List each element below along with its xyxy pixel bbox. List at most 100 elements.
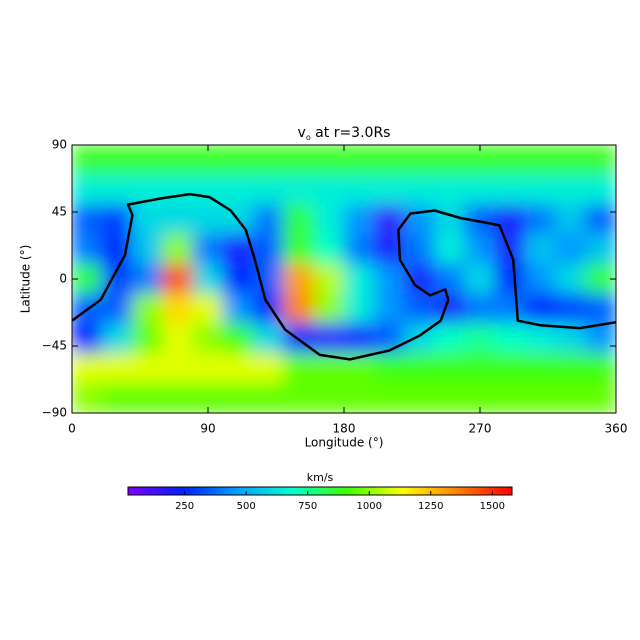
heat-cell bbox=[222, 293, 254, 325]
heat-cell bbox=[101, 352, 133, 384]
heat-cell bbox=[222, 263, 254, 295]
heat-cell bbox=[162, 174, 194, 206]
heat-cell bbox=[555, 382, 587, 413]
heat-cell bbox=[494, 145, 526, 176]
colorbar bbox=[127, 486, 513, 496]
heat-cell bbox=[585, 323, 616, 354]
heat-cell bbox=[524, 382, 557, 413]
heat-cell bbox=[343, 145, 375, 176]
heat-cell bbox=[373, 323, 405, 354]
heat-cell bbox=[585, 293, 616, 325]
heat-cell bbox=[434, 145, 466, 176]
heat-cell bbox=[313, 174, 345, 206]
heat-cell bbox=[373, 174, 405, 206]
y-tick-label: 45 bbox=[52, 205, 67, 219]
heat-cell bbox=[343, 263, 375, 295]
heat-cell bbox=[222, 352, 254, 384]
heat-cell bbox=[222, 174, 254, 206]
cells bbox=[72, 145, 616, 413]
heat-cell bbox=[313, 145, 345, 176]
heat-cell bbox=[162, 204, 194, 235]
heat-cell bbox=[101, 204, 133, 235]
heat-cell bbox=[131, 293, 164, 325]
heat-cell bbox=[283, 174, 315, 206]
heat-cell bbox=[283, 204, 315, 235]
heat-cell bbox=[434, 174, 466, 206]
heat-cell bbox=[252, 382, 285, 413]
heat-cell bbox=[403, 263, 436, 295]
heat-cell bbox=[283, 145, 315, 176]
heat-cell bbox=[464, 174, 496, 206]
colorbar-tick-label: 500 bbox=[237, 501, 256, 512]
heat-cell bbox=[555, 174, 587, 206]
title-main: v bbox=[298, 125, 306, 141]
heat-cell bbox=[131, 233, 164, 265]
heat-cell bbox=[585, 352, 616, 384]
heat-cell bbox=[283, 233, 315, 265]
heat-cell bbox=[252, 352, 285, 384]
heat-cell bbox=[585, 204, 616, 235]
heat-cell bbox=[162, 145, 194, 176]
heat-cell bbox=[555, 293, 587, 325]
heat-cell bbox=[72, 145, 103, 176]
heat-cell bbox=[131, 204, 164, 235]
x-tick-label: 90 bbox=[200, 422, 215, 436]
heat-cell bbox=[131, 323, 164, 354]
colorbar-label: km/s bbox=[307, 471, 334, 484]
heat-cell bbox=[464, 263, 496, 295]
y-tick-label: −90 bbox=[42, 406, 67, 420]
heat-cell bbox=[343, 204, 375, 235]
heat-cell bbox=[524, 293, 557, 325]
heat-cell bbox=[283, 293, 315, 325]
heat-cell bbox=[192, 233, 224, 265]
heatmap bbox=[72, 145, 616, 413]
heat-cell bbox=[403, 233, 436, 265]
heat-cell bbox=[434, 293, 466, 325]
heat-cell bbox=[434, 263, 466, 295]
heat-cell bbox=[252, 174, 285, 206]
heat-cell bbox=[283, 352, 315, 384]
heat-cell bbox=[192, 204, 224, 235]
heat-cell bbox=[403, 352, 436, 384]
x-axis-label: Longitude (°) bbox=[305, 436, 384, 450]
heat-cell bbox=[343, 323, 375, 354]
heat-cell bbox=[524, 204, 557, 235]
colorbar-tick-label: 1500 bbox=[480, 501, 505, 512]
heat-cell bbox=[252, 145, 285, 176]
heat-cell bbox=[131, 145, 164, 176]
heat-cell bbox=[101, 145, 133, 176]
heat-cell bbox=[524, 352, 557, 384]
heat-cell bbox=[162, 293, 194, 325]
heat-cell bbox=[222, 382, 254, 413]
heat-cell bbox=[313, 263, 345, 295]
heat-cell bbox=[434, 382, 466, 413]
heat-cell bbox=[403, 174, 436, 206]
heat-cell bbox=[373, 204, 405, 235]
heat-cell bbox=[494, 204, 526, 235]
heat-cell bbox=[494, 382, 526, 413]
heat-cell bbox=[434, 204, 466, 235]
heat-cell bbox=[403, 382, 436, 413]
heat-cell bbox=[494, 293, 526, 325]
colorbar-tick-label: 1000 bbox=[357, 501, 382, 512]
heat-cell bbox=[524, 233, 557, 265]
heat-cell bbox=[464, 352, 496, 384]
heat-cell bbox=[222, 323, 254, 354]
chart-title: vo at r=3.0Rs bbox=[298, 125, 391, 142]
heat-cell bbox=[162, 233, 194, 265]
y-tick-label: −45 bbox=[42, 339, 67, 353]
heat-cell bbox=[72, 174, 103, 206]
heat-cell bbox=[72, 204, 103, 235]
heat-cell bbox=[313, 323, 345, 354]
heat-cell bbox=[343, 293, 375, 325]
heat-cell bbox=[555, 145, 587, 176]
heat-cell bbox=[585, 382, 616, 413]
heat-cell bbox=[373, 145, 405, 176]
heat-cell bbox=[101, 174, 133, 206]
colorbar-tick-label: 250 bbox=[175, 501, 194, 512]
heat-cell bbox=[555, 204, 587, 235]
heat-cell bbox=[403, 204, 436, 235]
x-tick-label: 0 bbox=[68, 422, 76, 436]
heat-cell bbox=[434, 323, 466, 354]
